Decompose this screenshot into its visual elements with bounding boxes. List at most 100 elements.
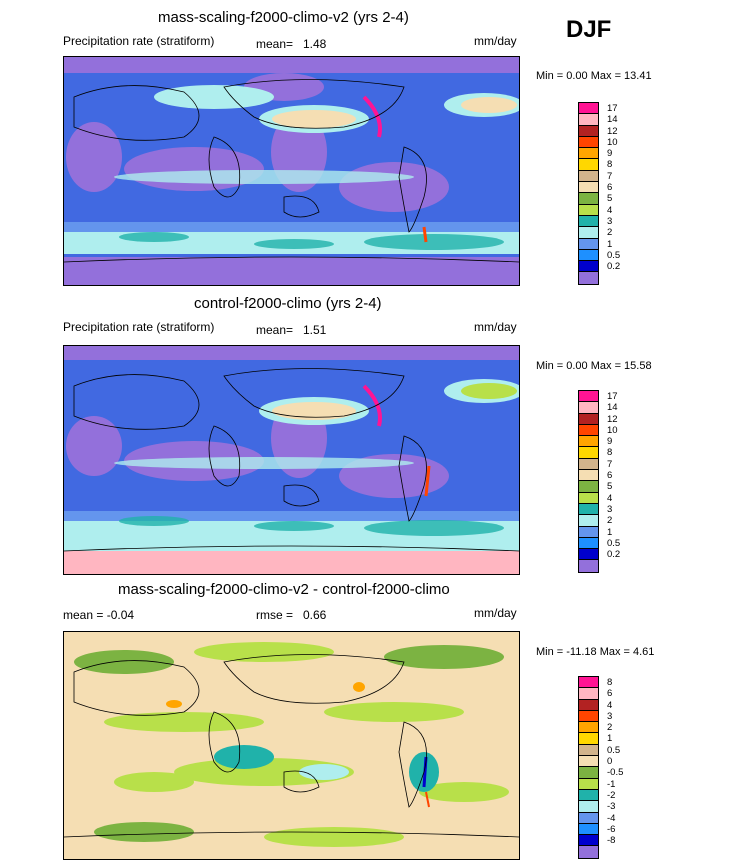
panel-1-variable-label: Precipitation rate (stratiform): [63, 34, 215, 48]
panel-1-title: mass-scaling-f2000-climo-v2 (yrs 2-4): [158, 9, 409, 26]
panel-2-map: [63, 345, 520, 575]
colorbar-tick-label: 3: [607, 215, 613, 227]
colorbar-swatch: [579, 560, 598, 572]
colorbar-swatch: [579, 193, 598, 205]
colorbar-tick-label: 3: [607, 503, 613, 515]
colorbar-tick-label: -4: [607, 812, 616, 824]
colorbar-tick-label: 9: [607, 148, 613, 160]
colorbar-swatch: [579, 391, 598, 403]
colorbar-tick-label: 5: [607, 193, 613, 205]
colorbar-tick-label: 10: [607, 136, 618, 148]
colorbar-swatch: [579, 835, 598, 847]
panel-2-variable-label: Precipitation rate (stratiform): [63, 320, 215, 334]
colorbar-tick-label: 6: [607, 182, 613, 194]
colorbar-tick-label: 12: [607, 413, 618, 425]
colorbar-tick-label: 4: [607, 492, 613, 504]
colorbar-tick-label: 8: [607, 447, 613, 459]
colorbar-tick-label: 14: [607, 402, 618, 414]
panel-2-mean-label: mean=: [256, 323, 294, 337]
colorbar-swatch: [579, 261, 598, 273]
colorbar-tick-label: -0.5: [607, 767, 624, 779]
colorbar-tick-label: 0.2: [607, 549, 621, 561]
colorbar-swatch: [579, 182, 598, 194]
colorbar-swatch: [579, 722, 598, 734]
colorbar-swatch: [579, 238, 598, 250]
colorbar-swatch: [579, 778, 598, 790]
colorbar-tick-label: 6: [607, 688, 613, 700]
panel-1-map: [63, 56, 520, 286]
colorbar-tick-label: 8: [607, 677, 613, 688]
colorbar-swatch: [579, 710, 598, 723]
colorbar-tick-label: 6: [607, 470, 613, 482]
panel-1-colorbar: [578, 102, 599, 285]
colorbar-swatch: [579, 458, 598, 471]
panel-1-mean-label: mean=: [256, 37, 294, 51]
colorbar-tick-label: 1: [607, 526, 613, 538]
colorbar-swatch: [579, 756, 598, 768]
colorbar-swatch: [579, 549, 598, 561]
colorbar-swatch: [579, 204, 598, 216]
colorbar-tick-label: 2: [607, 722, 613, 734]
colorbar-swatch: [579, 789, 598, 802]
panel-2-colorbar: [578, 390, 599, 573]
colorbar-tick-label: 4: [607, 204, 613, 216]
colorbar-swatch: [579, 447, 598, 459]
colorbar-swatch: [579, 733, 598, 745]
panel-2-colorbar-labels: 17 14 12 10 9 8 7 6 5 4 3 2 1 0.5 0.2: [607, 391, 621, 561]
panel-3-mean-label: mean = -0.04: [63, 608, 135, 622]
colorbar-tick-label: 2: [607, 515, 613, 527]
colorbar-swatch: [579, 249, 598, 262]
colorbar-tick-label: 1: [607, 238, 613, 250]
colorbar-swatch: [579, 846, 598, 858]
panel-3-rmse-label: rmse =: [256, 608, 294, 622]
panel-2-min-max: Min = 0.00 Max = 15.58: [536, 360, 652, 372]
panel-1-units: mm/day: [474, 34, 517, 48]
panel-3-min-max: Min = -11.18 Max = 4.61: [536, 646, 655, 658]
colorbar-tick-label: 8: [607, 159, 613, 171]
colorbar-tick-label: 17: [607, 391, 618, 402]
colorbar-tick-label: 17: [607, 103, 618, 114]
colorbar-tick-label: 0: [607, 756, 613, 768]
colorbar-tick-label: 0.5: [607, 744, 621, 756]
colorbar-tick-label: 10: [607, 424, 618, 436]
colorbar-swatch: [579, 688, 598, 700]
colorbar-swatch: [579, 114, 598, 126]
panel-3-map: [63, 631, 520, 860]
colorbar-swatch: [579, 526, 598, 538]
colorbar-tick-label: 2: [607, 227, 613, 239]
colorbar-swatch: [579, 159, 598, 171]
colorbar-swatch: [579, 823, 598, 836]
colorbar-swatch: [579, 677, 598, 689]
colorbar-swatch: [579, 812, 598, 824]
colorbar-swatch: [579, 767, 598, 779]
colorbar-tick-label: 14: [607, 114, 618, 126]
season-label: DJF: [566, 16, 612, 43]
colorbar-swatch: [579, 481, 598, 493]
colorbar-swatch: [579, 148, 598, 160]
colorbar-swatch: [579, 699, 598, 711]
colorbar-tick-label: 0.5: [607, 537, 621, 549]
colorbar-swatch: [579, 402, 598, 414]
colorbar-tick-label: 1: [607, 733, 613, 745]
colorbar-swatch: [579, 515, 598, 527]
panel-1-colorbar-labels: 17 14 12 10 9 8 7 6 5 4 3 2 1 0.5 0.2: [607, 103, 621, 273]
colorbar-swatch: [579, 170, 598, 183]
colorbar-swatch: [579, 227, 598, 239]
colorbar-tick-label: 5: [607, 481, 613, 493]
colorbar-tick-label: 3: [607, 710, 613, 722]
colorbar-swatch: [579, 744, 598, 757]
colorbar-tick-label: -6: [607, 823, 616, 835]
colorbar-swatch: [579, 413, 598, 425]
panel-2-mean-value: 1.51: [303, 323, 327, 337]
colorbar-tick-label: -8: [607, 835, 616, 847]
colorbar-swatch: [579, 537, 598, 550]
colorbar-swatch: [579, 272, 598, 284]
colorbar-tick-label: -2: [607, 789, 616, 801]
panel-1-mean-value: 1.48: [303, 37, 327, 51]
colorbar-tick-label: 0.5: [607, 249, 621, 261]
colorbar-swatch: [579, 136, 598, 149]
colorbar-swatch: [579, 424, 598, 437]
colorbar-swatch: [579, 103, 598, 115]
colorbar-swatch: [579, 470, 598, 482]
colorbar-swatch: [579, 503, 598, 516]
